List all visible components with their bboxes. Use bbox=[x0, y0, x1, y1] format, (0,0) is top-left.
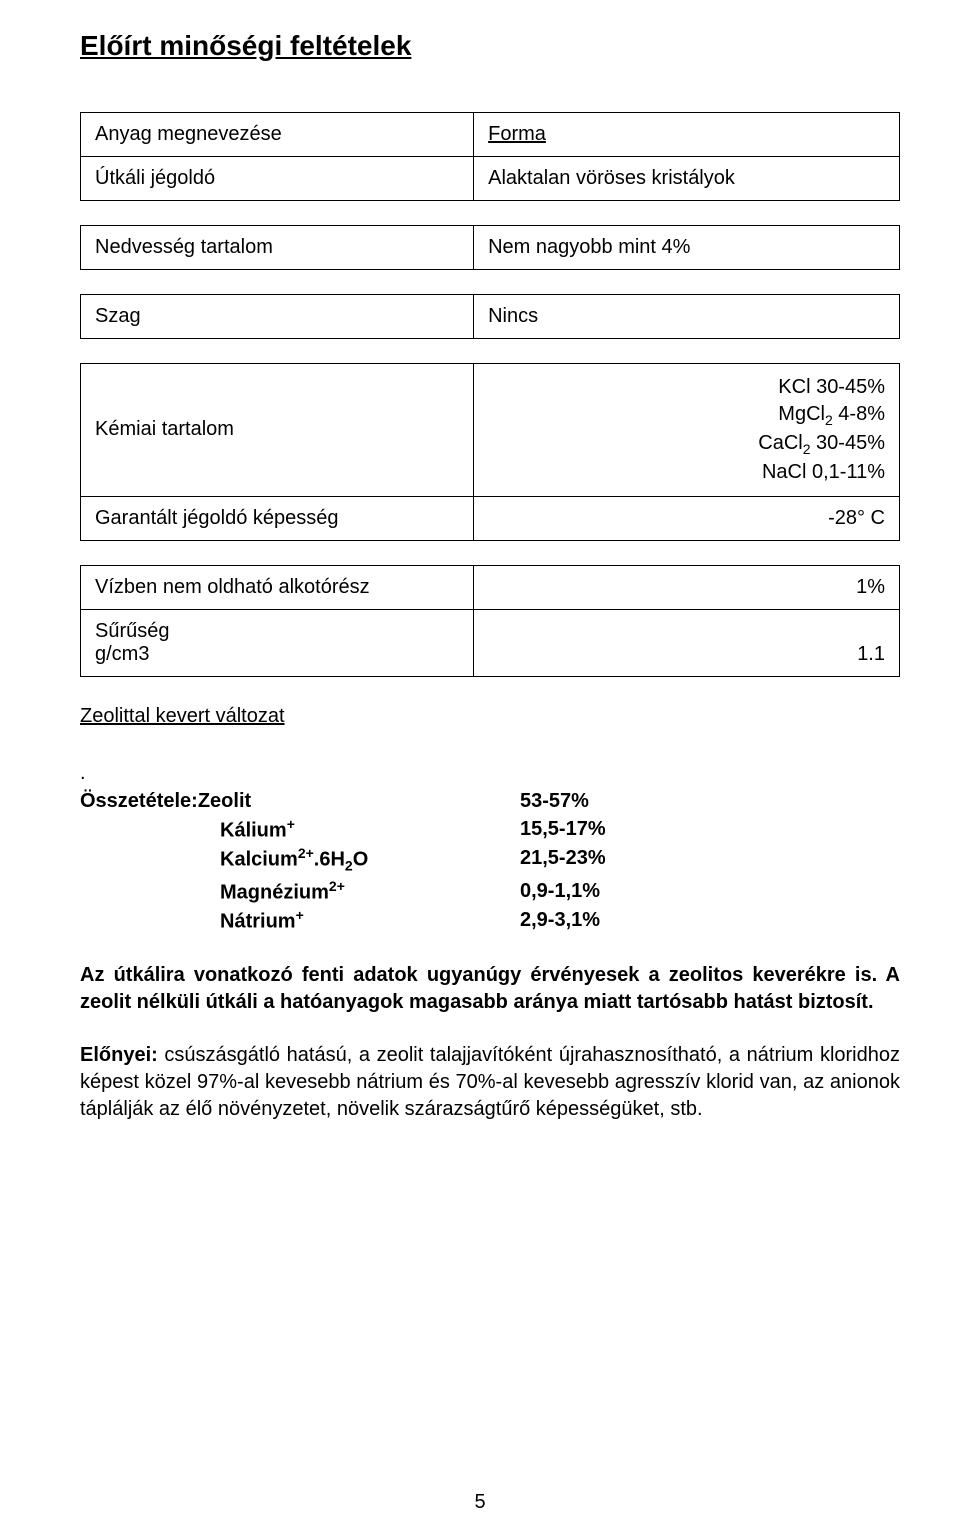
composition-value: 53-57% bbox=[520, 787, 589, 815]
composition-value: 15,5-17% bbox=[520, 815, 606, 845]
composition-tail: O bbox=[353, 849, 369, 871]
chem-line: KCl 30-45% bbox=[488, 374, 885, 401]
composition-value: 0,9-1,1% bbox=[520, 877, 600, 907]
document-page: Előírt minőségi feltételek Anyag megneve… bbox=[0, 0, 960, 1534]
bold-text: Előnyei: bbox=[80, 1044, 158, 1066]
composition-name: Kalcium bbox=[220, 849, 298, 871]
spec-table-4: Kémiai tartalom KCl 30-45% MgCl2 4-8% Ca… bbox=[80, 363, 900, 541]
composition-sup: 2+ bbox=[329, 878, 345, 894]
composition-row: Összetétele:Zeolit 53-57% bbox=[80, 787, 900, 815]
composition-row: Nátrium+ 2,9-3,1% bbox=[80, 906, 900, 936]
cell-label: Anyag megnevezése bbox=[81, 113, 474, 157]
spec-table-3: Szag Nincs bbox=[80, 294, 900, 339]
underlined-text: Forma bbox=[488, 123, 546, 145]
composition-sub: 2 bbox=[345, 858, 353, 874]
cell-label: Szag bbox=[81, 295, 474, 339]
bold-text: Az útkálira vonatkozó fenti adatok ugyan… bbox=[80, 964, 886, 986]
chem-text: 4-8% bbox=[833, 403, 885, 425]
composition-sup: 2+ bbox=[298, 845, 314, 861]
cell-value: Nem nagyobb mint 4% bbox=[474, 226, 900, 270]
chem-text: MgCl bbox=[778, 403, 825, 425]
table-row: Szag Nincs bbox=[81, 295, 900, 339]
composition-name: Kálium bbox=[220, 819, 287, 841]
spec-table-2: Nedvesség tartalom Nem nagyobb mint 4% bbox=[80, 225, 900, 270]
cell-value: -28° C bbox=[474, 496, 900, 540]
table-row: Kémiai tartalom KCl 30-45% MgCl2 4-8% Ca… bbox=[81, 364, 900, 497]
cell-label: Vízben nem oldható alkotórész bbox=[81, 565, 474, 609]
composition-name: Zeolit bbox=[198, 790, 251, 812]
zeolit-heading: Zeolittal kevert változat bbox=[80, 705, 900, 728]
composition-lead: Összetétele: bbox=[80, 790, 198, 812]
paragraph-1: Az útkálira vonatkozó fenti adatok ugyan… bbox=[80, 962, 900, 1016]
table-row: Garantált jégoldó képesség -28° C bbox=[81, 496, 900, 540]
cell-label: Kémiai tartalom bbox=[81, 364, 474, 497]
chem-sub: 2 bbox=[803, 441, 811, 457]
composition-row: Kalcium2+.6H2O 21,5-23% bbox=[80, 844, 900, 876]
composition-value: 21,5-23% bbox=[520, 844, 606, 876]
composition-tail: .6H bbox=[314, 849, 345, 871]
cell-value: KCl 30-45% MgCl2 4-8% CaCl2 30-45% NaCl … bbox=[474, 364, 900, 497]
composition-sup: + bbox=[287, 816, 295, 832]
cell-value: Forma bbox=[474, 113, 900, 157]
composition-row: Kálium+ 15,5-17% bbox=[80, 815, 900, 845]
cell-label: Útkáli jégoldó bbox=[81, 157, 474, 201]
chem-line: NaCl 0,1-11% bbox=[488, 459, 885, 486]
spec-table-1: Anyag megnevezése Forma Útkáli jégoldó A… bbox=[80, 112, 900, 201]
cell-value: 1.1 bbox=[474, 609, 900, 676]
chem-line: MgCl2 4-8% bbox=[488, 401, 885, 430]
leading-dot: . bbox=[80, 762, 900, 785]
composition-label: Nátrium+ bbox=[80, 906, 520, 936]
spec-table-5: Vízben nem oldható alkotórész 1% Sűrűség… bbox=[80, 565, 900, 677]
composition-list: Összetétele:Zeolit 53-57% Kálium+ 15,5-1… bbox=[80, 787, 900, 936]
composition-label: Kálium+ bbox=[80, 815, 520, 845]
table-row: Anyag megnevezése Forma bbox=[81, 113, 900, 157]
composition-sup: + bbox=[296, 907, 304, 923]
chem-line: CaCl2 30-45% bbox=[488, 430, 885, 459]
composition-label: Magnézium2+ bbox=[80, 877, 520, 907]
cell-value: Nincs bbox=[474, 295, 900, 339]
page-title: Előírt minőségi feltételek bbox=[80, 30, 900, 62]
cell-value: Alaktalan vöröses kristályok bbox=[474, 157, 900, 201]
cell-label: Sűrűség g/cm3 bbox=[81, 609, 474, 676]
chem-text: CaCl bbox=[758, 432, 802, 454]
cell-label: Garantált jégoldó képesség bbox=[81, 496, 474, 540]
chem-text: 30-45% bbox=[811, 432, 886, 454]
composition-value: 2,9-3,1% bbox=[520, 906, 600, 936]
table-row: Vízben nem oldható alkotórész 1% bbox=[81, 565, 900, 609]
body-text: csúszásgátló hatású, a zeolit talajjavít… bbox=[80, 1044, 900, 1120]
composition-label: Összetétele:Zeolit bbox=[80, 787, 520, 815]
composition-row: Magnézium2+ 0,9-1,1% bbox=[80, 877, 900, 907]
cell-value: 1% bbox=[474, 565, 900, 609]
cell-label: Nedvesség tartalom bbox=[81, 226, 474, 270]
paragraph-2: Előnyei: csúszásgátló hatású, a zeolit t… bbox=[80, 1042, 900, 1123]
table-row: Útkáli jégoldó Alaktalan vöröses kristál… bbox=[81, 157, 900, 201]
table-row: Sűrűség g/cm3 1.1 bbox=[81, 609, 900, 676]
chem-sub: 2 bbox=[825, 412, 833, 428]
page-number: 5 bbox=[0, 1491, 960, 1514]
table-row: Nedvesség tartalom Nem nagyobb mint 4% bbox=[81, 226, 900, 270]
composition-name: Magnézium bbox=[220, 881, 329, 903]
composition-name: Nátrium bbox=[220, 911, 296, 933]
composition-label: Kalcium2+.6H2O bbox=[80, 844, 520, 876]
